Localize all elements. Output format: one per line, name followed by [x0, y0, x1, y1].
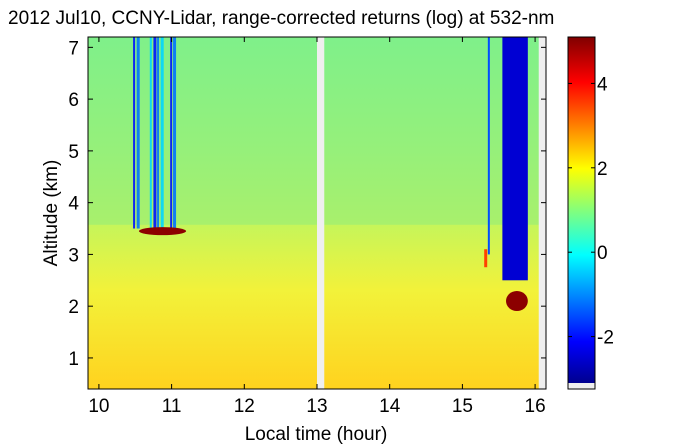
cloud-fragment — [484, 249, 488, 268]
y-tick-label: 2 — [68, 297, 79, 318]
y-tick-label: 1 — [68, 349, 79, 370]
x-tick-label: 11 — [162, 396, 182, 417]
data-gaps — [317, 37, 546, 389]
colorbar-tick-label: 4 — [597, 74, 608, 95]
x-tick-label: 13 — [306, 396, 327, 417]
x-axis-label: Local time (hour) — [245, 424, 388, 445]
y-tick-label: 6 — [68, 90, 79, 111]
x-axis: 10 11 12 13 14 15 16 — [88, 37, 546, 417]
colorbar-frame — [567, 36, 596, 390]
y-tick-label: 3 — [68, 245, 79, 266]
colorbar-ticks: -2 0 2 4 — [568, 74, 614, 349]
attenuated-column — [149, 37, 152, 229]
attenuated-column — [487, 37, 490, 255]
attenuated-column — [136, 37, 140, 229]
attenuated-column — [157, 37, 160, 229]
attenuated-block — [502, 37, 528, 281]
x-tick-label: 14 — [379, 396, 401, 417]
attenuated-column — [173, 37, 177, 229]
attenuated-column — [153, 37, 157, 229]
cloud-layer — [138, 227, 187, 236]
lidar-features — [133, 37, 528, 311]
y-tick-label: 7 — [68, 38, 79, 59]
y-tick-label: 5 — [68, 142, 79, 163]
attenuated-column — [160, 37, 164, 229]
colorbar-tick-label: 2 — [597, 159, 608, 180]
plot-area — [87, 36, 547, 390]
y-tick-label: 4 — [68, 194, 79, 215]
data-gap — [317, 37, 325, 389]
data-gap — [538, 37, 546, 389]
x-tick-label: 16 — [525, 396, 546, 417]
y-axis-label: Altitude (km) — [41, 160, 62, 267]
colorbar-tick-label: 0 — [597, 243, 608, 264]
y-axis: 1 2 3 4 5 6 7 — [68, 38, 546, 370]
x-tick-label: 15 — [452, 396, 473, 417]
x-tick-label: 12 — [234, 396, 255, 417]
colorbar-tick-label: -2 — [597, 328, 614, 349]
colorbar-gradient — [568, 37, 595, 383]
attenuated-column — [133, 37, 136, 229]
attenuated-column — [170, 37, 173, 229]
chart-title: 2012 Jul10, CCNY-Lidar, range-corrected … — [8, 8, 554, 29]
colorbar-nodata-swatch — [568, 383, 595, 389]
cloud-layer — [506, 291, 528, 311]
x-tick-label: 10 — [88, 396, 109, 417]
colorbar: -2 0 2 4 — [567, 36, 614, 390]
